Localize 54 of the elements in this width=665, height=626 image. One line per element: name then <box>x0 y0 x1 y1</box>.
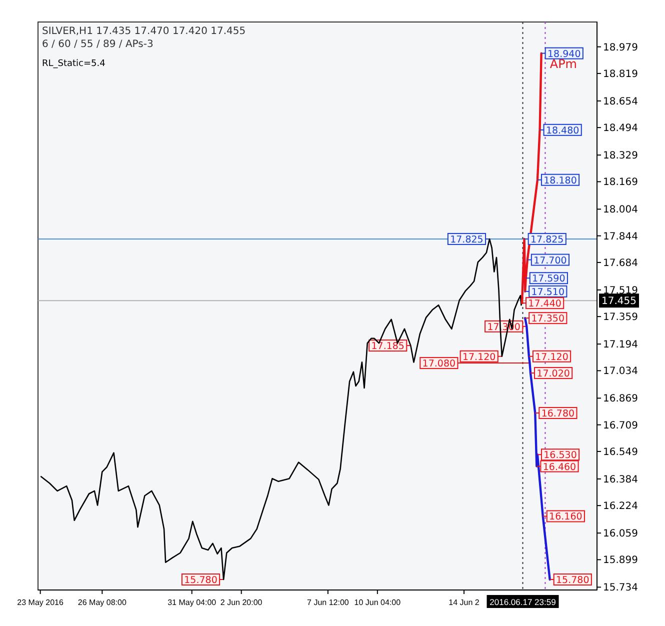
annotation: 17.700 <box>534 255 567 266</box>
x-tick-label: 31 May 04:00 <box>168 598 217 607</box>
y-tick-label: 15.734 <box>603 582 638 594</box>
x-tick-label: 7 Jun 12:00 <box>307 598 350 607</box>
annotation: 15.780 <box>556 575 590 586</box>
annotation: RL_Static=5.4 <box>42 59 106 69</box>
y-tick-label: 18.979 <box>603 42 638 54</box>
y-tick-label: 16.869 <box>603 394 638 405</box>
annotation: 17.120 <box>535 352 568 363</box>
annotation: 17.020 <box>536 368 570 380</box>
x-tick-label: 14 Jun 2 <box>448 598 480 607</box>
annotation: 16.460 <box>542 462 576 473</box>
annotation: 17.185 <box>371 341 404 352</box>
annotation: 17.440 <box>528 298 562 310</box>
annotation: 18.480 <box>546 125 580 136</box>
ref-line-label: 17.455 <box>602 296 636 308</box>
annotation: 17.080 <box>422 358 456 370</box>
y-tick-label: 18.169 <box>603 177 638 188</box>
text: 6 / 60 / 55 / 89 / APs-3 <box>42 39 154 50</box>
x-tick-label: 23 May 2016 <box>17 598 64 607</box>
annotation: 17.825 <box>450 234 484 246</box>
x-tick-label: 26 May 08:00 <box>78 598 127 607</box>
y-tick-label: 16.709 <box>603 420 638 432</box>
y-tick-label: 17.034 <box>603 366 638 378</box>
annotation: 16.530 <box>544 450 577 462</box>
y-tick-label: 16.384 <box>603 474 638 486</box>
x-tick-label: 10 Jun 04:00 <box>354 598 402 607</box>
annotation: 17.825 <box>530 234 564 246</box>
annotation: 17.590 <box>532 274 566 285</box>
annotation: APm <box>550 57 577 71</box>
annotation: 18.180 <box>544 175 577 186</box>
chart-title: SILVER,H1 17.435 17.470 17.420 17.455 <box>42 26 246 37</box>
annotation: 16.160 <box>549 512 582 523</box>
y-tick-label: 15.899 <box>603 555 638 566</box>
y-tick-label: 16.224 <box>603 501 638 512</box>
x-tick-label: 2 Jun 20:00 <box>220 598 263 607</box>
annotation: 18.940 <box>548 48 581 60</box>
y-tick-label: 18.494 <box>603 123 638 134</box>
y-tick-label: 18.004 <box>603 204 638 216</box>
y-tick-label: 18.654 <box>603 96 638 108</box>
y-tick-label: 17.844 <box>603 231 638 242</box>
annotation: 15.780 <box>184 575 218 586</box>
y-tick-label: 18.329 <box>603 150 638 162</box>
ref-line-label: 2016.06.17 23:59 <box>490 597 556 607</box>
annotation: 17.120 <box>462 352 496 363</box>
y-tick-label: 18.819 <box>603 68 638 80</box>
y-tick-label: 16.549 <box>603 446 638 458</box>
y-tick-label: 17.194 <box>603 340 638 351</box>
y-tick-label: 16.059 <box>603 528 638 540</box>
y-tick-label: 17.359 <box>603 312 638 324</box>
y-tick-label: 17.684 <box>603 258 638 269</box>
annotation: 16.780 <box>541 408 575 420</box>
annotation: 17.510 <box>531 286 565 298</box>
annotation: 17.350 <box>531 314 565 325</box>
